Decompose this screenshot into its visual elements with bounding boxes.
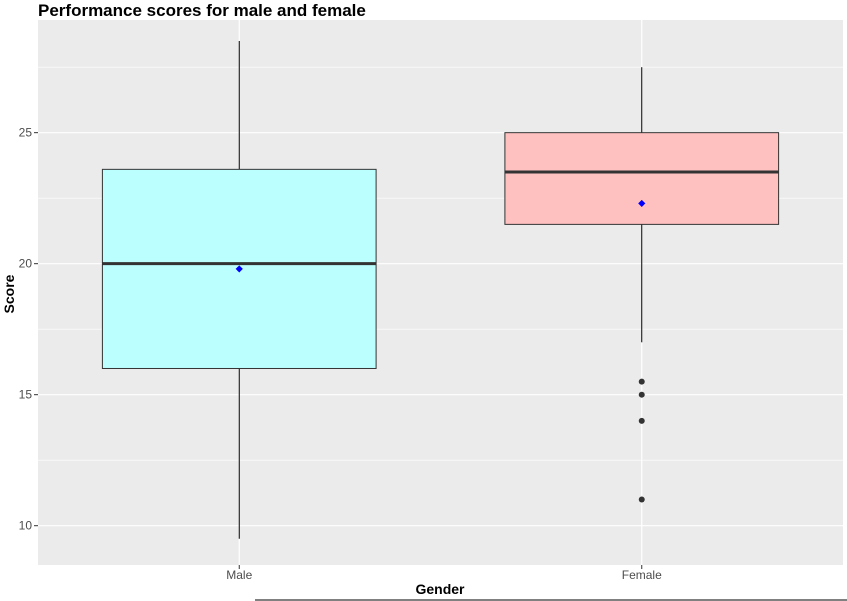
y-tick-label: 15 xyxy=(19,388,33,402)
y-axis: 10 15 20 25 xyxy=(19,126,38,533)
chart-title: Performance scores for male and female xyxy=(38,1,366,20)
box-series xyxy=(101,40,780,539)
outlier-point xyxy=(638,417,645,424)
y-tick-label: 25 xyxy=(19,126,33,140)
box-female xyxy=(504,67,780,503)
x-tick-label: Male xyxy=(226,568,252,582)
outlier-point xyxy=(638,391,645,398)
mean-marker xyxy=(638,199,646,208)
x-axis: Male Female xyxy=(226,565,662,582)
y-axis-title: Score xyxy=(1,274,17,313)
mean-marker xyxy=(235,265,243,273)
y-tick-label: 10 xyxy=(19,519,33,533)
x-tick-label: Female xyxy=(622,568,662,582)
x-axis-title: Gender xyxy=(415,581,465,597)
y-tick-label: 20 xyxy=(19,257,33,271)
outlier-point xyxy=(638,496,645,503)
box-male xyxy=(101,40,377,539)
box-iqr xyxy=(504,132,780,225)
outlier-point xyxy=(638,378,645,385)
